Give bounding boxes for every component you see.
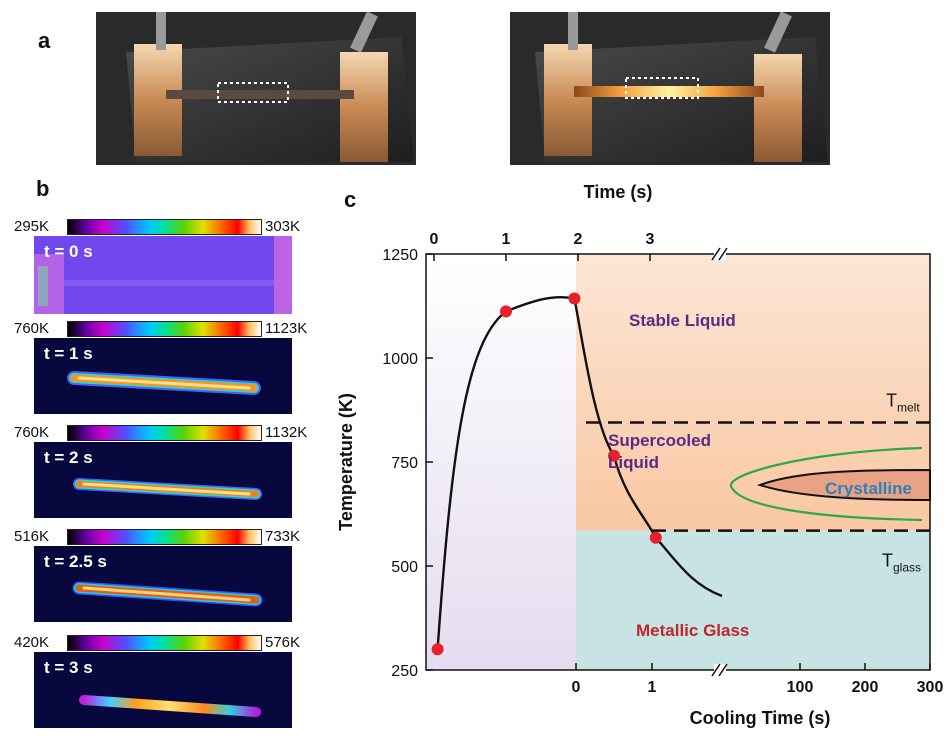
frame-0-tmax: 303K <box>265 218 301 235</box>
photo-before-heating <box>96 12 416 165</box>
frame-2-tmin: 760K <box>14 424 50 441</box>
frame-2-tmax: 1132K <box>265 424 308 441</box>
frame-4-tmax: 576K <box>265 634 301 651</box>
y-tick-label: 1000 <box>382 351 418 368</box>
glass-region <box>576 530 930 670</box>
bottom-tick-label: 1 <box>648 679 657 696</box>
y-tick-label: 500 <box>391 559 418 576</box>
thermal-image-0-pattern <box>34 236 292 314</box>
top-tick-label: 3 <box>646 231 655 248</box>
frame-0-tmin: 295K <box>14 218 50 235</box>
y-tick-label: 1250 <box>382 247 418 264</box>
bottom-axis-break-mark <box>718 663 728 677</box>
top-tick-label: 1 <box>502 231 511 248</box>
top-axis-label: Time (s) <box>584 182 653 202</box>
thermal-image-3: t = 2.5 s <box>34 546 292 622</box>
frame-3-colorbar <box>67 529 262 545</box>
frame-3-tmin: 516K <box>14 528 50 545</box>
frame-1-tmax: 1123K <box>265 320 308 337</box>
bottom-tick-label: 300 <box>917 679 944 696</box>
thermal-image-2-wire <box>73 478 262 500</box>
data-point-marker <box>500 305 512 318</box>
stable-liquid-label: Stable Liquid <box>629 311 736 330</box>
data-point-marker <box>608 449 620 462</box>
photo-during-illustration <box>510 12 830 165</box>
bottom-tick-label: 100 <box>787 679 814 696</box>
frame-3-time: t = 2.5 s <box>44 552 107 571</box>
frame-1-time: t = 1 s <box>44 344 93 363</box>
data-point-marker <box>431 643 444 656</box>
frame-2-colorbar <box>67 425 262 441</box>
top-axis-break-mark <box>718 247 728 261</box>
bottom-tick-label: 0 <box>572 679 581 696</box>
photo-during-heating <box>510 12 830 165</box>
frame-0-time: t = 0 s <box>44 242 93 261</box>
y-tick-label: 250 <box>391 663 418 680</box>
supercooled-label-line2: Liquid <box>608 453 659 472</box>
frame-4-tmin: 420K <box>14 634 50 651</box>
frame-1-tmin: 760K <box>14 320 50 337</box>
thermal-image-1: t = 1 s <box>34 338 292 414</box>
supercooled-label-line1: Supercooled <box>608 431 711 450</box>
frame-1-colorbar <box>67 321 262 337</box>
bottom-axis-break-mark <box>711 663 721 677</box>
frame-0-colorbar <box>67 219 262 235</box>
data-point-marker <box>649 531 662 544</box>
bottom-tick-label: 200 <box>852 679 879 696</box>
crystalline-region <box>756 468 931 502</box>
photo-before-illustration <box>96 12 416 165</box>
crystallization-c-curve <box>729 446 923 522</box>
thermal-image-1-wire <box>67 371 261 395</box>
bottom-axis-label: Cooling Time (s) <box>690 708 831 728</box>
y-axis-label: Temperature (K) <box>336 393 356 531</box>
crystalline-label: Crystalline <box>825 479 912 498</box>
thermal-image-3-wire <box>72 581 263 607</box>
bottom-axis-break-gap <box>714 664 726 676</box>
top-axis-break-gap <box>714 248 726 260</box>
top-axis-break-mark <box>711 247 721 261</box>
frame-4-time: t = 3 s <box>44 658 93 677</box>
panel-label-c: c <box>344 187 357 212</box>
thermal-image-4-wire <box>79 695 261 717</box>
top-tick-label: 2 <box>574 231 583 248</box>
panel-label-a: a <box>38 28 51 53</box>
frame-4-colorbar <box>67 635 262 651</box>
thermal-image-2: t = 2 s <box>34 442 292 518</box>
thermal-image-4: t = 3 s <box>34 652 292 728</box>
metallic-glass-label: Metallic Glass <box>636 621 749 640</box>
frame-3-tmax: 733K <box>265 528 301 545</box>
heating-region <box>426 254 576 670</box>
top-tick-label: 0 <box>430 231 439 248</box>
frame-2-time: t = 2 s <box>44 448 93 467</box>
y-tick-label: 750 <box>391 455 418 472</box>
panel-label-b: b <box>36 176 50 201</box>
data-point-marker <box>568 292 581 305</box>
thermal-image-0: t = 0 s <box>34 236 292 314</box>
